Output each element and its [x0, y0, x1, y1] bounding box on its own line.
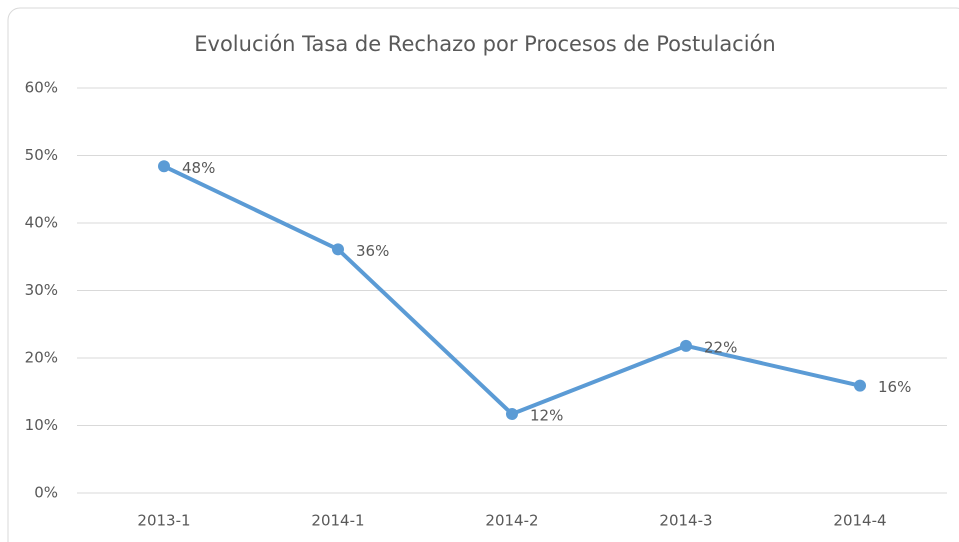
data-label: 16% [878, 378, 911, 396]
point [158, 160, 170, 173]
y-tick-label: 10% [25, 416, 58, 434]
x-tick-label: 2014-4 [833, 512, 886, 530]
y-tick-label: 30% [25, 281, 58, 299]
x-tick-label: 2014-3 [659, 512, 712, 530]
data-label: 48% [182, 159, 215, 177]
data-label: 12% [530, 407, 563, 425]
x-tick-label: 2013-1 [137, 512, 190, 530]
point [332, 243, 344, 256]
point [506, 408, 518, 421]
chart-title: Evolución Tasa de Rechazo por Procesos d… [194, 32, 775, 56]
data-label: 22% [704, 338, 737, 356]
point [680, 339, 692, 352]
point [854, 379, 866, 392]
x-tick-label: 2014-1 [311, 512, 364, 530]
y-tick-label: 0% [34, 484, 58, 502]
y-tick-label: 40% [25, 214, 58, 232]
chart-border [7, 7, 959, 542]
y-tick-label: 60% [25, 79, 58, 97]
x-tick-label: 2014-2 [485, 512, 538, 530]
y-tick-label: 20% [25, 349, 58, 367]
y-tick-label: 50% [25, 146, 58, 164]
data-label: 36% [356, 242, 389, 260]
